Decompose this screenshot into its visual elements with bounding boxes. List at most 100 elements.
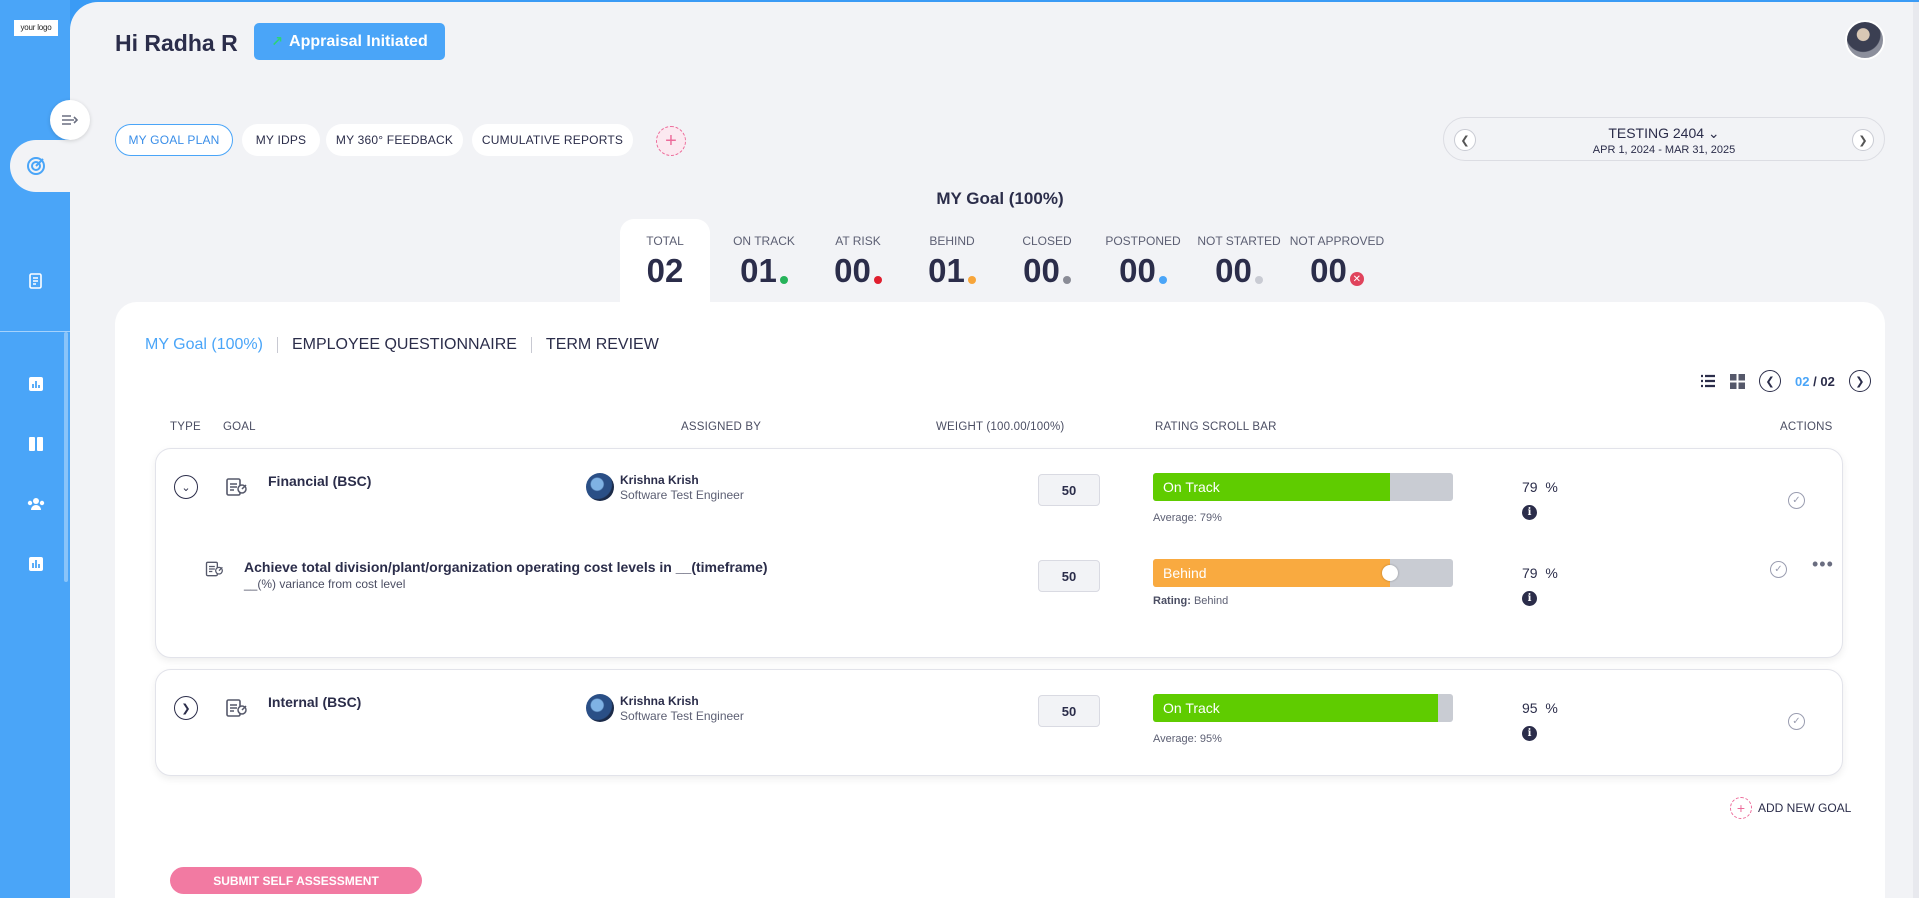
tab-my-360-feedback[interactable]: MY 360° FEEDBACK [326, 124, 463, 156]
stat-behind[interactable]: BEHIND 01 [911, 234, 993, 290]
user-avatar[interactable] [1845, 20, 1885, 60]
submit-self-assessment-button[interactable]: SUBMIT SELF ASSESSMENT [170, 867, 422, 894]
status-dot [779, 276, 788, 284]
bar-chart-icon[interactable] [25, 373, 47, 395]
info-icon[interactable]: i [1522, 726, 1537, 741]
more-options-icon[interactable]: ••• [1812, 554, 1834, 574]
goal-name[interactable]: Financial (BSC) [268, 473, 372, 489]
sidebar-item-goals[interactable] [10, 140, 90, 192]
status-dot [1062, 276, 1071, 284]
sidebar-scrollbar[interactable] [64, 332, 68, 582]
goal-type-icon [226, 699, 247, 717]
weight-value[interactable]: 50 [1038, 474, 1100, 506]
tab-my-goal-plan[interactable]: MY GOAL PLAN [115, 124, 233, 156]
list-view-icon[interactable] [1700, 374, 1716, 388]
pager-next-button[interactable]: ❯ [1848, 370, 1871, 392]
stat-closed[interactable]: CLOSED 00 [1006, 234, 1088, 290]
goal-plan-card: MY Goal (100%) EMPLOYEE QUESTIONNAIRE TE… [115, 302, 1885, 898]
team-icon[interactable] [25, 493, 47, 515]
main-content: Hi Radha R ↗ Appraisal Initiated MY GOAL… [70, 2, 1919, 898]
assignee-name: Krishna Krish [620, 694, 699, 708]
stat-value: 00 [1119, 252, 1156, 289]
header-goal: GOAL [223, 421, 256, 433]
rating-bar-fill: Behind [1153, 559, 1390, 587]
subtab-separator [276, 337, 278, 353]
assignee-role: Software Test Engineer [620, 709, 744, 723]
period-name-dropdown[interactable]: TESTING 2404 ⌄ [1608, 125, 1720, 141]
chevron-down-icon[interactable]: ⌄ [174, 475, 198, 499]
check-circle-icon[interactable]: ✓ [1788, 713, 1805, 730]
stat-label: POSTPONED [1105, 234, 1181, 248]
stat-label: CLOSED [1022, 234, 1072, 248]
add-tab-button[interactable]: + [656, 126, 686, 156]
tab-cumulative-reports[interactable]: CUMULATIVE REPORTS [472, 124, 633, 156]
rating-status-label: Behind [1163, 565, 1207, 581]
document-edit-icon[interactable] [25, 270, 47, 292]
stat-postponed[interactable]: POSTPONED 00 [1100, 234, 1186, 290]
stat-value: 01 [740, 252, 777, 289]
stat-label: TOTAL [646, 234, 684, 248]
assignee-avatar [586, 473, 614, 501]
close-circle-icon: ✕ [1349, 272, 1364, 286]
check-circle-icon[interactable]: ✓ [1770, 561, 1787, 578]
subtab-my-goal[interactable]: MY Goal (100%) [145, 336, 263, 353]
tab-my-idps[interactable]: MY IDPS [242, 124, 320, 156]
stat-on-track[interactable]: ON TRACK 01 [723, 234, 805, 290]
header-assigned-by: ASSIGNED BY [681, 421, 762, 433]
sub-goal-title[interactable]: Achieve total division/plant/organizatio… [244, 559, 768, 575]
period-range: APR 1, 2024 - MAR 31, 2025 [1592, 144, 1736, 156]
sub-goal-weight[interactable]: 50 [1038, 560, 1100, 592]
pager-text: 02 / 02 [1795, 373, 1835, 389]
appraisal-status-badge[interactable]: ↗ Appraisal Initiated [254, 23, 445, 60]
stat-not-approved[interactable]: NOT APPROVED 00 ✕ [1289, 234, 1385, 290]
header-type: TYPE [170, 421, 201, 433]
book-icon[interactable] [25, 433, 47, 455]
chevron-down-icon: ⌄ [1707, 125, 1720, 141]
rating-status-label: On Track [1163, 700, 1220, 716]
goal-type-icon [226, 478, 247, 496]
rating-bar[interactable]: On Track [1153, 473, 1453, 501]
subtab-term-review[interactable]: TERM REVIEW [545, 336, 659, 353]
weight-value[interactable]: 50 [1038, 695, 1100, 727]
view-controls: ❮ 02 / 02 ❯ [1700, 370, 1871, 392]
pager-prev-button[interactable]: ❮ [1759, 370, 1781, 392]
header-rating-scroll-bar: RATING SCROLL BAR [1155, 421, 1277, 433]
assignee-name: Krishna Krish [620, 473, 699, 487]
info-icon[interactable]: i [1522, 505, 1537, 520]
sub-goal-rating-slider[interactable]: Behind [1153, 559, 1453, 587]
rating-bar[interactable]: On Track [1153, 694, 1453, 722]
goal-name[interactable]: Internal (BSC) [268, 694, 362, 710]
page-scrollbar[interactable] [1913, 2, 1919, 898]
header-actions: ACTIONS [1780, 421, 1833, 433]
add-new-goal-button[interactable]: + ADD NEW GOAL [1730, 797, 1851, 819]
appraisal-status-label: Appraisal Initiated [289, 32, 428, 50]
rating-bar-fill: On Track [1153, 473, 1390, 501]
grid-view-icon[interactable] [1730, 373, 1745, 389]
sub-goal-percent: 79 % [1522, 565, 1558, 581]
chevron-right-icon[interactable]: ❯ [174, 696, 198, 720]
rating-status-label: On Track [1163, 479, 1220, 495]
sidebar: your logo [0, 0, 90, 898]
rating-note: Rating: Behind [1153, 595, 1229, 607]
collapse-sidebar-icon[interactable] [50, 100, 90, 140]
subtab-employee-questionnaire[interactable]: EMPLOYEE QUESTIONNAIRE [291, 336, 517, 353]
status-dot [967, 276, 976, 284]
slider-handle[interactable] [1382, 565, 1398, 581]
status-dot [1254, 276, 1263, 284]
period-next-button[interactable]: ❯ [1852, 129, 1874, 151]
stat-label: ON TRACK [733, 234, 795, 248]
stat-value: 00 [1215, 252, 1252, 289]
rating-average: Average: 79% [1153, 512, 1222, 524]
stat-value: 02 [646, 252, 684, 289]
info-icon[interactable]: i [1522, 591, 1537, 606]
goal-summary-title: MY Goal (100%) [936, 189, 1064, 208]
stat-at-risk[interactable]: AT RISK 00 [817, 234, 899, 290]
period-prev-button[interactable]: ❮ [1454, 129, 1476, 151]
stat-label: AT RISK [835, 234, 881, 248]
stat-not-started[interactable]: NOT STARTED 00 [1194, 234, 1284, 290]
stat-total[interactable]: TOTAL 02 [622, 234, 708, 290]
goal-percent: 79 % [1522, 479, 1558, 495]
company-logo[interactable]: your logo [14, 20, 58, 36]
check-circle-icon[interactable]: ✓ [1788, 492, 1805, 509]
report-icon[interactable] [25, 553, 47, 575]
